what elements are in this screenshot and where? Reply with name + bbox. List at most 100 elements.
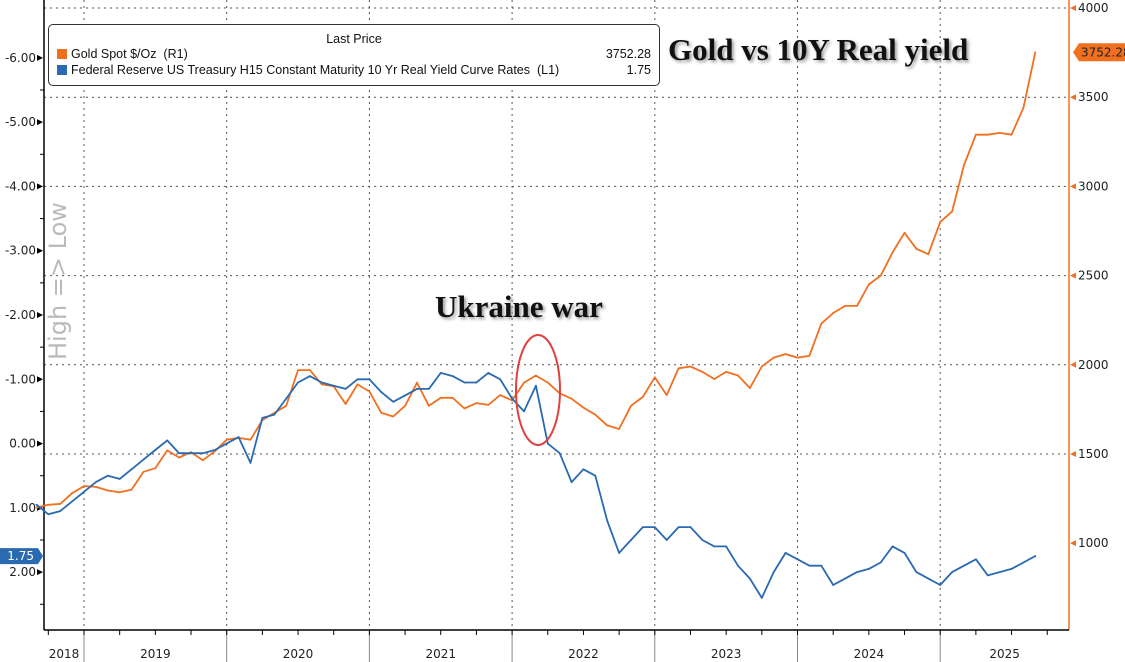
gold-point [618,428,621,430]
right-tick [1070,540,1076,547]
x-tick-label: 2020 [283,647,314,661]
gold-point [523,381,525,384]
gold-point [130,488,133,491]
real-yield-point [677,526,680,529]
real-yield-point [59,510,62,512]
real-yield-point [94,481,97,484]
real-yield-point [83,490,85,493]
real-yield-point [725,545,728,548]
gold-point [71,492,74,495]
gold-point [499,394,502,396]
legend-gold-value: 3752.28 [605,47,651,61]
gold-point [47,503,50,506]
real-yield-point [416,388,418,390]
real-yield-point [71,500,74,503]
real-yield-point [404,394,406,397]
gold-point [463,407,466,410]
real-yield-point [903,551,906,554]
left-tick [37,183,43,190]
real-yield-point [487,371,490,374]
real-yield-point [154,449,157,451]
left-tick-label: -4.00 [5,179,36,193]
x-tick-label: 2023 [711,647,742,661]
gold-point [915,247,918,250]
x-tick-label: 2019 [140,647,171,661]
real-yield-point [772,571,775,574]
gold-point [737,374,739,377]
gold-point [392,415,395,418]
x-tick-label: 2024 [854,647,885,661]
gold-point [570,397,573,400]
gold-point [106,489,109,492]
gold-point [83,485,85,487]
gold-point [439,396,442,399]
legend-header: Last Price [326,32,382,46]
real-yield-point [713,545,716,548]
gold-point [689,365,692,368]
left-tick-label: -5.00 [5,115,36,129]
real-yield-point [546,442,549,445]
real-yield-point [118,478,121,480]
chart-title: Gold vs 10Y Real yield [668,32,969,67]
real-yield-point [499,378,502,381]
gold-point [986,133,989,136]
legend-gold-name: Gold Spot $/Oz (R1) [71,47,188,61]
real-yield-point [808,564,811,567]
gold-point [475,402,478,405]
gold-point [713,378,716,380]
left-tick-label: 0.00 [9,437,36,451]
real-yield-point [249,461,252,464]
real-yield-point [927,577,930,580]
gold-point [1010,133,1013,136]
legend-real-yield-name: Federal Reserve US Treasury H15 Constant… [71,63,560,77]
real-yield-point [844,577,846,580]
real-yield-point [642,526,644,529]
gold-point [356,383,359,386]
legend-item-gold: Gold Spot $/Oz (R1) 3752.28 [49,46,659,62]
gold-point [760,365,763,368]
gold-point [94,486,97,488]
real-yield-point [951,571,953,574]
real-yield-point [237,436,240,439]
left-tick-label: -3.00 [5,244,36,258]
real-yield-point [986,574,989,577]
left-tick-label: -2.00 [5,308,36,322]
real-yield-point [879,561,882,564]
gold-point [796,356,799,359]
real-yield-point [749,577,751,580]
real-yield-point [1010,568,1013,570]
gold-point [380,412,383,414]
gold-point [487,403,490,406]
real-yield-point [332,384,335,387]
gold-point [844,305,846,307]
gold-point [832,312,835,314]
gold-point [59,502,62,505]
real-yield-point [273,413,276,416]
real-yield-point [618,551,621,554]
real-yield-last-value: 1.75 [7,549,34,563]
real-yield-point [427,388,430,390]
real-yield-point [796,558,799,561]
real-yield-point [190,452,192,455]
gold-point [939,221,942,223]
legend-item-real-yield: Federal Reserve US Treasury H15 Constant… [49,62,659,78]
real-yield-point [475,381,478,384]
gold-point [879,274,882,277]
left-tick-label: -6.00 [5,51,36,65]
real-yield-point [178,452,181,455]
real-yield-point [974,558,977,561]
gold-point [404,404,406,407]
gold-point [963,164,965,166]
real-yield-point [998,571,1001,574]
gold-point [35,506,38,509]
gold-point [998,131,1001,134]
real-yield-point [106,474,109,477]
left-tick-label: 1.00 [9,501,36,515]
gold-point [951,210,953,213]
gold-point [867,283,870,286]
gold-point [285,404,288,407]
gold-point [749,387,751,389]
right-tick [1070,361,1076,368]
gold-point [546,381,549,384]
